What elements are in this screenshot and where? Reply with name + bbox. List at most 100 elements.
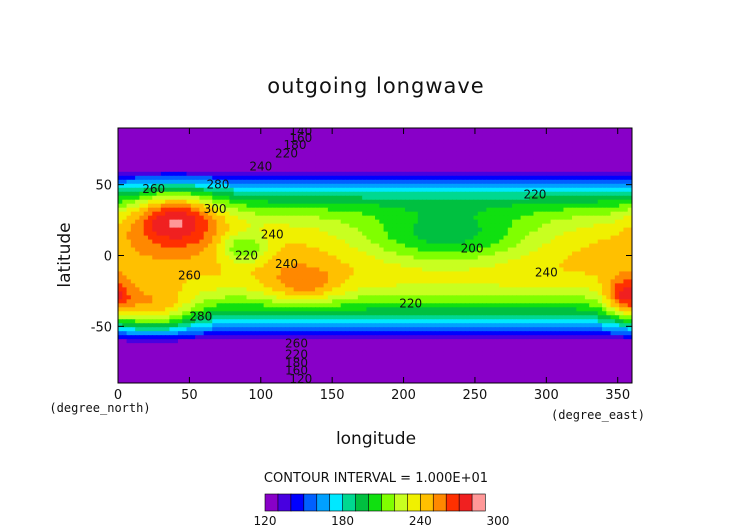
heatmap-cell bbox=[250, 135, 256, 141]
heatmap-cell bbox=[362, 147, 368, 153]
heatmap-cell bbox=[250, 271, 256, 277]
heatmap-cell bbox=[315, 183, 320, 189]
heatmap-cell bbox=[589, 139, 595, 145]
heatmap-cell bbox=[323, 151, 329, 157]
heatmap-cell bbox=[242, 147, 248, 153]
heatmap-cell bbox=[255, 175, 260, 181]
heatmap-cell bbox=[404, 263, 410, 269]
heatmap-cell bbox=[524, 239, 530, 245]
heatmap-cell bbox=[315, 267, 320, 273]
heatmap-cell bbox=[190, 259, 196, 265]
heatmap-cell bbox=[182, 155, 188, 161]
heatmap-cell bbox=[263, 219, 269, 225]
heatmap-cell bbox=[589, 187, 595, 193]
heatmap-cell bbox=[242, 135, 248, 141]
heatmap-cell bbox=[190, 243, 196, 249]
heatmap-cell bbox=[627, 131, 632, 137]
heatmap-cell bbox=[280, 251, 286, 257]
heatmap-cell bbox=[430, 227, 436, 233]
heatmap-cell bbox=[430, 143, 436, 149]
heatmap-cell bbox=[186, 259, 192, 265]
heatmap-cell bbox=[276, 231, 282, 237]
heatmap-cell bbox=[327, 191, 333, 197]
heatmap-cell bbox=[443, 279, 449, 284]
heatmap-cell bbox=[430, 159, 436, 165]
heatmap-cell bbox=[319, 275, 325, 280]
heatmap-cell bbox=[593, 135, 599, 141]
heatmap-cell bbox=[336, 183, 342, 189]
heatmap-cell bbox=[554, 231, 560, 237]
heatmap-cell bbox=[494, 283, 500, 288]
heatmap-cell bbox=[319, 128, 325, 133]
heatmap-cell bbox=[152, 163, 158, 169]
heatmap-cell bbox=[143, 211, 149, 217]
heatmap-cell bbox=[559, 279, 565, 284]
heatmap-cell bbox=[606, 275, 612, 280]
heatmap-cell bbox=[452, 279, 457, 284]
heatmap-cell bbox=[336, 211, 342, 217]
heatmap-cell bbox=[135, 279, 141, 284]
heatmap-cell bbox=[623, 131, 629, 137]
heatmap-cell bbox=[353, 191, 359, 197]
heatmap-cell bbox=[280, 263, 286, 269]
heatmap-cell bbox=[302, 143, 308, 149]
heatmap-cell bbox=[169, 163, 175, 169]
heatmap-cell bbox=[315, 243, 320, 249]
heatmap-cell bbox=[597, 159, 603, 165]
heatmap-cell bbox=[417, 195, 423, 201]
heatmap-cell bbox=[614, 227, 620, 233]
heatmap-cell bbox=[396, 259, 402, 265]
heatmap-cell bbox=[456, 139, 462, 145]
heatmap-cell bbox=[250, 243, 256, 249]
heatmap-cell bbox=[447, 223, 453, 229]
heatmap-cell bbox=[627, 267, 632, 273]
heatmap-cell bbox=[490, 287, 496, 292]
heatmap-cell bbox=[285, 207, 290, 213]
heatmap-cell bbox=[233, 211, 239, 217]
heatmap-cell bbox=[323, 195, 329, 201]
heatmap-cell bbox=[122, 163, 128, 169]
heatmap-cell bbox=[122, 223, 128, 229]
heatmap-cell bbox=[267, 243, 273, 249]
heatmap-cell bbox=[520, 143, 526, 149]
heatmap-cell bbox=[280, 243, 286, 249]
heatmap-cell bbox=[220, 131, 226, 137]
heatmap-cell bbox=[366, 267, 372, 273]
heatmap-cell bbox=[443, 187, 449, 193]
heatmap-cell bbox=[563, 175, 569, 181]
heatmap-cell bbox=[409, 283, 415, 288]
heatmap-cell bbox=[237, 271, 243, 277]
heatmap-cell bbox=[349, 211, 355, 217]
heatmap-cell bbox=[349, 235, 355, 241]
heatmap-cell bbox=[173, 291, 179, 296]
heatmap-cell bbox=[332, 183, 338, 189]
heatmap-cell bbox=[212, 279, 218, 284]
heatmap-cell bbox=[190, 271, 196, 277]
heatmap-cell bbox=[383, 199, 389, 205]
heatmap-cell bbox=[212, 183, 218, 189]
heatmap-cell bbox=[130, 163, 136, 169]
heatmap-cell bbox=[392, 195, 398, 201]
heatmap-cell bbox=[310, 243, 316, 249]
heatmap-cell bbox=[147, 143, 153, 149]
heatmap-cell bbox=[353, 287, 359, 292]
heatmap-cell bbox=[143, 199, 149, 205]
heatmap-cell bbox=[165, 235, 170, 241]
heatmap-cell bbox=[524, 235, 530, 241]
heatmap-cell bbox=[597, 271, 603, 277]
heatmap-cell bbox=[576, 155, 582, 161]
heatmap-cell bbox=[512, 283, 517, 288]
heatmap-cell bbox=[310, 251, 316, 257]
heatmap-cell bbox=[319, 279, 325, 284]
heatmap-cell bbox=[156, 139, 162, 145]
heatmap-cell bbox=[272, 287, 278, 292]
heatmap-cell bbox=[546, 227, 552, 233]
heatmap-cell bbox=[323, 231, 329, 237]
heatmap-cell bbox=[627, 223, 632, 229]
heatmap-cell bbox=[392, 271, 398, 277]
heatmap-cell bbox=[366, 211, 372, 217]
heatmap-cell bbox=[473, 143, 479, 149]
heatmap-cell bbox=[460, 247, 466, 253]
heatmap-cell bbox=[143, 219, 149, 225]
heatmap-cell bbox=[267, 267, 273, 273]
